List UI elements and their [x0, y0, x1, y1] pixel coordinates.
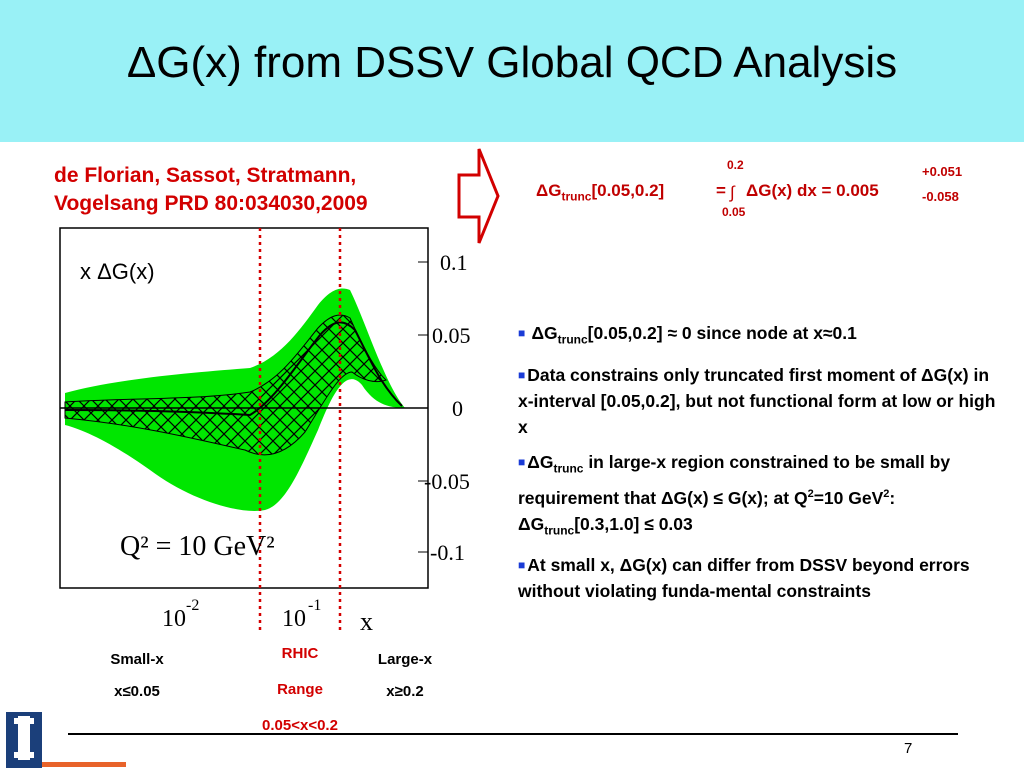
large-x-region: Large-x x≥0.2	[360, 650, 450, 702]
formula-range: [0.05,0.2]	[591, 181, 665, 200]
footer-divider	[68, 733, 958, 735]
large-x-label: Large-x	[377, 651, 433, 668]
large-x-range: x≥0.2	[386, 683, 424, 700]
author-citation: de Florian, Sassot, Stratmann, Vogelsang…	[54, 162, 454, 218]
small-x-range: x≤0.05	[114, 683, 160, 700]
formula-err-plus: +0.051	[922, 164, 963, 179]
integral-upper-limit: 0.2	[727, 158, 744, 172]
bullet-text: in large-x region constrained to be smal…	[518, 451, 951, 508]
authors-line-2: Vogelsang PRD 80:034030,2009	[54, 192, 368, 215]
bullet-sub: trunc	[544, 523, 575, 538]
bullet-square-icon: ■	[518, 326, 526, 340]
y-tick-label: -0.1	[430, 540, 465, 565]
rhic-range: 0.05<x<0.2	[262, 717, 338, 734]
integral-icon: ∫	[730, 183, 735, 202]
right-arrow-icon	[457, 148, 500, 244]
formula-equals: =	[716, 181, 726, 200]
formula-lhs: ΔGtrunc[0.05,0.2]	[536, 181, 664, 203]
y-ticks	[418, 261, 428, 553]
formula-err-minus: -0.058	[922, 189, 959, 204]
bullet-square-icon: ■	[518, 558, 526, 573]
bullet-text: ΔG	[531, 323, 558, 343]
bullet-sub: trunc	[553, 461, 584, 475]
page-number: 7	[904, 740, 913, 757]
central-curve	[64, 321, 403, 417]
rhic-region: RHIC Range 0.05<x<0.2	[245, 636, 355, 744]
slide-title: ΔG(x) from DSSV Global QCD Analysis	[126, 38, 898, 87]
x-tick-exp: -1	[308, 597, 321, 614]
y-tick-label: 0	[452, 396, 463, 421]
formula-dg: ΔG	[536, 181, 562, 200]
formula-rhs: ΔG(x) dx = 0.005	[746, 181, 879, 200]
logo-accent-bar	[42, 762, 126, 767]
bullet-text: ΔG	[527, 451, 554, 472]
formula-sub: trunc	[561, 189, 592, 204]
rhic-label-2: Range	[277, 681, 323, 698]
bullet-text: Data constrains only truncated first mom…	[518, 364, 996, 437]
q2-annotation: Q² = 10 GeV²	[120, 531, 275, 562]
delta-g-plot: 0.1 0.05 0 -0.05 -0.1 x ΔG(x) Q² = 10 Ge…	[59, 227, 471, 634]
x-tick-base: 10	[282, 606, 306, 632]
bullet-sup: 2	[807, 488, 814, 500]
authors-line-1: de Florian, Sassot, Stratmann,	[54, 164, 357, 187]
rhic-label-1: RHIC	[281, 645, 319, 662]
university-logo-icon	[6, 712, 42, 768]
x-tick-exp: -2	[186, 597, 199, 614]
bullet-text: [0.05,0.2] ≈ 0 since node at x≈0.1	[587, 323, 857, 343]
small-x-region: Small-x x≤0.05	[92, 650, 182, 702]
x-tick-base: 10	[162, 606, 186, 632]
bullet-3: ■ ΔGtrunc in large-x region constrained t…	[518, 449, 998, 544]
integral-lower-limit: 0.05	[722, 205, 746, 219]
bullet-list: ■ ΔGtrunc[0.05,0.2] ≈ 0 since node at x≈…	[518, 320, 998, 613]
bullet-text: [0.3,1.0] ≤ 0.03	[574, 513, 693, 534]
bullet-text: =10 GeV	[813, 487, 884, 508]
hatched-band	[64, 314, 387, 456]
small-x-label: Small-x	[110, 651, 164, 668]
bullet-sup: 2	[883, 488, 890, 500]
bullet-square-icon: ■	[518, 367, 526, 382]
y-tick-label: 0.1	[440, 250, 468, 275]
bullet-sub: trunc	[557, 332, 588, 347]
x-axis-label: x	[360, 607, 373, 634]
bullet-4: ■ At small x, ΔG(x) can differ from DSSV …	[518, 552, 998, 604]
title-band	[0, 0, 1024, 142]
bullet-text: : ΔG	[518, 487, 896, 534]
bullet-1: ■ ΔGtrunc[0.05,0.2] ≈ 0 since node at x≈…	[518, 320, 998, 353]
bullet-2: ■ Data constrains only truncated first mo…	[518, 362, 998, 440]
bullet-square-icon: ■	[518, 454, 526, 469]
y-axis-label: x ΔG(x)	[80, 259, 155, 284]
bullet-text: At small x, ΔG(x) can differ from DSSV b…	[518, 555, 970, 602]
y-tick-label: -0.05	[424, 469, 470, 494]
y-tick-label: 0.05	[432, 323, 471, 348]
